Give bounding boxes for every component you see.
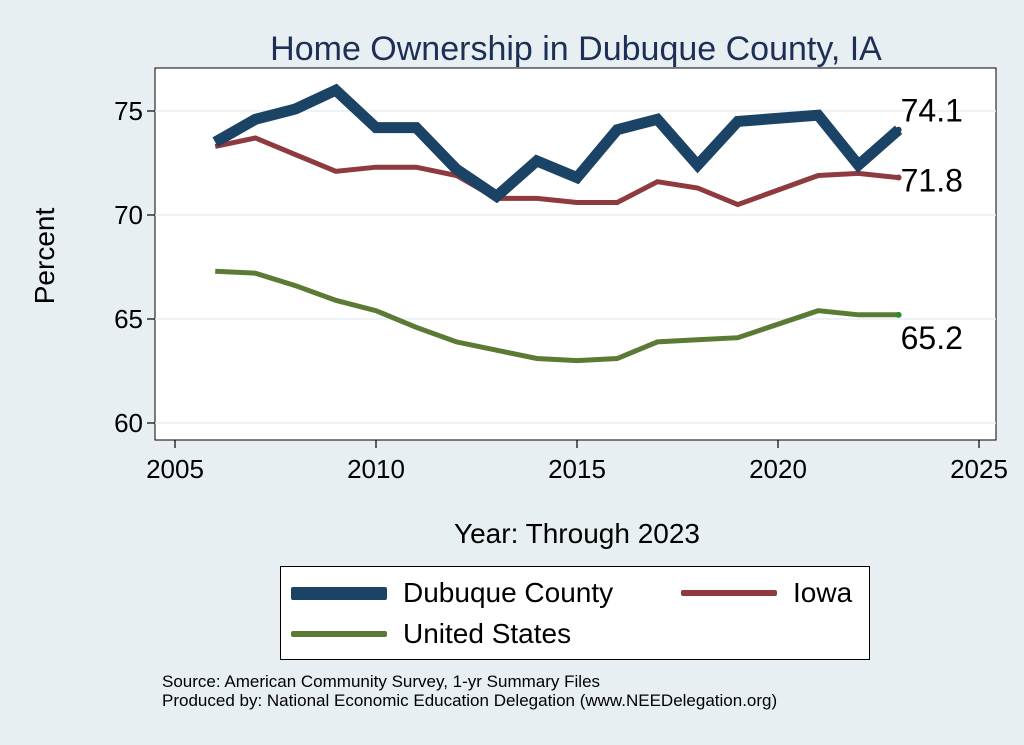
source-note: Source: American Community Survey, 1-yr … bbox=[162, 672, 601, 691]
legend-item-iowa: Iowa bbox=[681, 577, 852, 609]
series-line-dubuque-county bbox=[212, 83, 903, 204]
end-labels: 74.1 71.8 65.2 bbox=[901, 93, 963, 356]
series-layer bbox=[212, 83, 903, 364]
legend-swatch-dubuque-county bbox=[291, 586, 387, 600]
axes: 60 65 70 75 2005 2010 2015 2020 2025 bbox=[114, 96, 1008, 484]
y-tick-label: 65 bbox=[114, 304, 143, 334]
end-value-label: 71.8 bbox=[901, 163, 963, 199]
y-tick-label: 60 bbox=[114, 408, 143, 438]
x-tick-label: 2020 bbox=[749, 454, 807, 484]
series-end-point bbox=[895, 126, 902, 133]
legend-label-dubuque-county: Dubuque County bbox=[403, 577, 614, 608]
x-tick-label: 2010 bbox=[347, 454, 405, 484]
y-tick-label: 75 bbox=[114, 96, 143, 126]
plot-area bbox=[154, 67, 997, 441]
x-tick-label: 2025 bbox=[950, 454, 1008, 484]
end-value-label: 74.1 bbox=[901, 93, 963, 129]
chart-title: Home Ownership in Dubuque County, IA bbox=[270, 30, 882, 68]
series-line-iowa bbox=[214, 135, 899, 208]
series-end-point bbox=[895, 311, 902, 318]
series-line-united-states bbox=[215, 268, 899, 364]
legend-swatch-united-states bbox=[291, 631, 387, 637]
legend-item-united-states: United States bbox=[291, 618, 571, 650]
legend-label-united-states: United States bbox=[403, 618, 572, 649]
legend-label-iowa: Iowa bbox=[793, 577, 853, 608]
legend: Dubuque County Iowa United States bbox=[280, 566, 870, 660]
series-end-point bbox=[895, 174, 902, 181]
x-tick-label: 2015 bbox=[548, 454, 606, 484]
legend-swatch-iowa bbox=[681, 590, 777, 596]
x-axis-label: Year: Through 2023 bbox=[454, 518, 700, 549]
grid-lines bbox=[155, 110, 996, 424]
x-tick-label: 2005 bbox=[146, 454, 204, 484]
end-value-label: 65.2 bbox=[901, 320, 963, 356]
legend-item-dubuque-county: Dubuque County bbox=[291, 577, 613, 609]
y-axis-label: Percent bbox=[29, 208, 60, 305]
producer-note: Produced by: National Economic Education… bbox=[162, 691, 778, 710]
y-tick-label: 70 bbox=[114, 200, 143, 230]
